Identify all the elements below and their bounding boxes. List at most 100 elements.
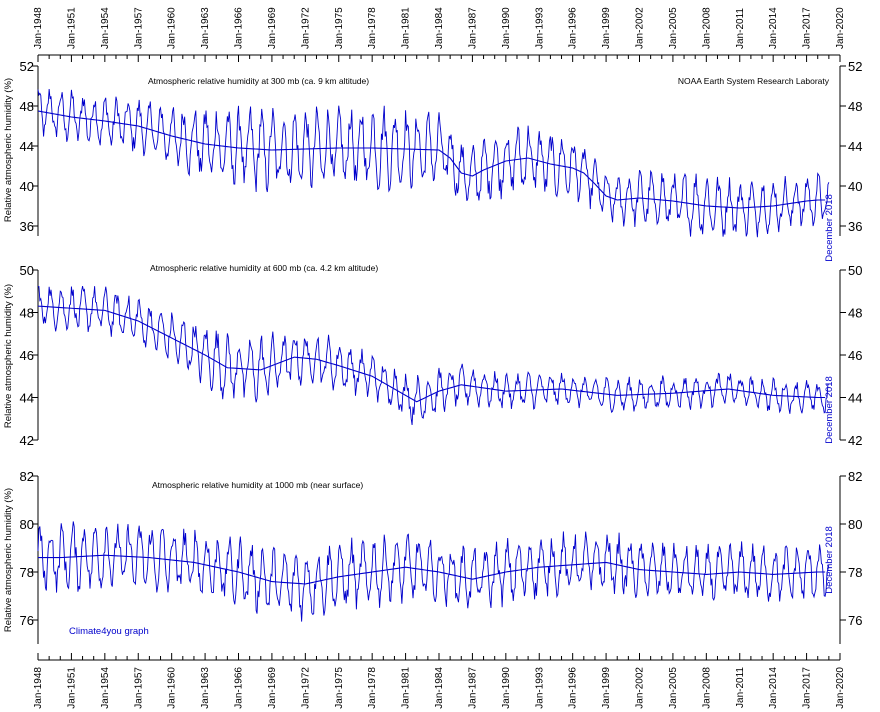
y-axis-label-600mb: Relative atmospheric humidity (%) xyxy=(3,284,14,428)
y-tick-label-left: 42 xyxy=(20,433,34,448)
trend-line xyxy=(37,110,826,209)
y-tick-label-left: 80 xyxy=(20,517,34,532)
top-tick-label: Jan-2002 xyxy=(635,7,646,49)
top-tick-label: Jan-2005 xyxy=(668,7,679,49)
end-date-label-1000mb: December 2018 xyxy=(824,526,835,594)
top-tick-label: Jan-2011 xyxy=(735,8,746,49)
y-tick-label-left: 76 xyxy=(20,613,34,628)
bottom-tick-label: Jan-1954 xyxy=(100,667,111,709)
monthly-series-line xyxy=(37,89,830,238)
y-tick-label-left: 50 xyxy=(20,263,34,278)
top-tick-label: Jan-2014 xyxy=(768,7,779,49)
top-tick-label: Jan-1966 xyxy=(234,7,245,49)
y-tick-label-right: 50 xyxy=(848,263,862,278)
bottom-tick-label: Jan-2017 xyxy=(802,667,813,709)
top-x-axis: Jan-1948 Jan-1951 Jan-1954 Jan-1957 Jan-1960… xyxy=(33,7,846,62)
panel-300mb: Relative atmospheric humidity (%) Atmosp… xyxy=(3,59,862,262)
top-tick-label: Jan-1954 xyxy=(100,7,111,49)
bottom-tick-label: Jan-1984 xyxy=(434,667,445,709)
bottom-tick-label: Jan-1978 xyxy=(367,667,378,709)
bottom-tick-label: Jan-1990 xyxy=(501,667,512,709)
y-tick-label-left: 36 xyxy=(20,219,34,234)
top-tick-label: Jan-2008 xyxy=(701,7,712,49)
top-tick-label: Jan-1978 xyxy=(367,7,378,49)
end-date-label-600mb: December 2018 xyxy=(824,376,835,444)
y-axis-label-1000mb: Relative atmospheric humidity (%) xyxy=(3,488,14,632)
top-tick-label: Jan-1969 xyxy=(267,7,278,49)
bottom-tick-label: Jan-1981 xyxy=(401,667,412,709)
y-tick-label-right: 78 xyxy=(848,565,862,580)
y-tick-label-right: 44 xyxy=(848,139,862,154)
y-tick-label-left: 82 xyxy=(20,469,34,484)
data-source-label: NOAA Earth System Research Laboraty xyxy=(678,76,830,86)
panel-1000mb: Relative atmospheric humidity (%) Atmosp… xyxy=(3,469,862,644)
panel-600mb: Relative atmospheric humidity (%) Atmosp… xyxy=(3,263,862,448)
top-tick-label: Jan-1984 xyxy=(434,7,445,49)
y-tick-label-right: 80 xyxy=(848,517,862,532)
y-tick-label-right: 40 xyxy=(848,179,862,194)
y-tick-label-left: 48 xyxy=(20,99,34,114)
bottom-tick-label: Jan-1987 xyxy=(467,667,478,709)
y-tick-label-left: 48 xyxy=(20,306,34,321)
top-tick-label: Jan-1999 xyxy=(601,7,612,49)
top-tick-label: Jan-1993 xyxy=(534,7,545,49)
top-tick-label: Jan-1972 xyxy=(300,7,311,49)
top-tick-label: Jan-2017 xyxy=(802,7,813,49)
y-tick-label-right: 44 xyxy=(848,391,862,406)
bottom-tick-label: Jan-2020 xyxy=(835,667,846,709)
top-tick-label: Jan-1948 xyxy=(33,7,44,49)
bottom-tick-label: Jan-1966 xyxy=(234,667,245,709)
y-tick-label-right: 42 xyxy=(848,433,862,448)
bottom-tick-label: Jan-1999 xyxy=(601,667,612,709)
top-tick-label: Jan-1987 xyxy=(467,7,478,49)
bottom-tick-label: Jan-2014 xyxy=(768,667,779,709)
monthly-series-line xyxy=(37,521,830,622)
y-tick-label-right: 46 xyxy=(848,348,862,363)
chart-title-300mb: Atmospheric relative humidity at 300 mb … xyxy=(148,76,369,86)
bottom-tick-label: Jan-1993 xyxy=(534,667,545,709)
y-tick-label-left: 44 xyxy=(20,391,34,406)
y-tick-label-left: 40 xyxy=(20,179,34,194)
monthly-series-line xyxy=(37,285,829,426)
bottom-tick-label: Jan-2002 xyxy=(635,667,646,709)
y-axis-label-300mb: Relative atmospheric humidity (%) xyxy=(3,78,14,222)
bottom-tick-label: Jan-1975 xyxy=(334,667,345,709)
end-date-label-300mb: December 2018 xyxy=(824,194,835,262)
y-tick-label-left: 46 xyxy=(20,348,34,363)
bottom-tick-label: Jan-1957 xyxy=(133,667,144,709)
top-tick-label: Jan-1951 xyxy=(66,7,77,49)
y-tick-label-right: 48 xyxy=(848,306,862,321)
bottom-tick-label: Jan-2011 xyxy=(735,667,746,708)
trend-line xyxy=(37,305,826,403)
y-tick-label-right: 82 xyxy=(848,469,862,484)
y-tick-label-left: 44 xyxy=(20,139,34,154)
bottom-tick-label: Jan-1996 xyxy=(568,667,579,709)
trend-line xyxy=(38,554,826,585)
bottom-tick-label: Jan-1972 xyxy=(300,667,311,709)
top-tick-label: Jan-1960 xyxy=(167,7,178,49)
bottom-tick-label: Jan-1960 xyxy=(167,667,178,709)
top-tick-label: Jan-1981 xyxy=(401,7,412,49)
bottom-tick-label: Jan-1963 xyxy=(200,667,211,709)
y-tick-label-left: 78 xyxy=(20,565,34,580)
top-tick-label: Jan-1963 xyxy=(200,7,211,49)
y-tick-label-right: 48 xyxy=(848,99,862,114)
bottom-tick-label: Jan-1948 xyxy=(33,667,44,709)
y-tick-label-right: 52 xyxy=(848,59,862,74)
credit-label: Climate4you graph xyxy=(69,626,149,637)
top-tick-label: Jan-1990 xyxy=(501,7,512,49)
chart-title-600mb: Atmospheric relative humidity at 600 mb … xyxy=(150,263,378,273)
top-tick-label: Jan-2020 xyxy=(835,7,846,49)
y-tick-label-right: 76 xyxy=(848,613,862,628)
y-tick-label-left: 52 xyxy=(20,59,34,74)
bottom-x-axis: Jan-1948 Jan-1951 Jan-1954 Jan-1957 Jan-1960… xyxy=(33,653,846,709)
top-tick-label: Jan-1975 xyxy=(334,7,345,49)
bottom-tick-label: Jan-1969 xyxy=(267,667,278,709)
top-tick-label: Jan-1957 xyxy=(133,7,144,49)
chart-title-1000mb: Atmospheric relative humidity at 1000 mb… xyxy=(152,480,363,490)
bottom-tick-label: Jan-1951 xyxy=(66,667,77,709)
y-tick-label-right: 36 xyxy=(848,219,862,234)
bottom-tick-label: Jan-2008 xyxy=(701,667,712,709)
top-tick-label: Jan-1996 xyxy=(568,7,579,49)
